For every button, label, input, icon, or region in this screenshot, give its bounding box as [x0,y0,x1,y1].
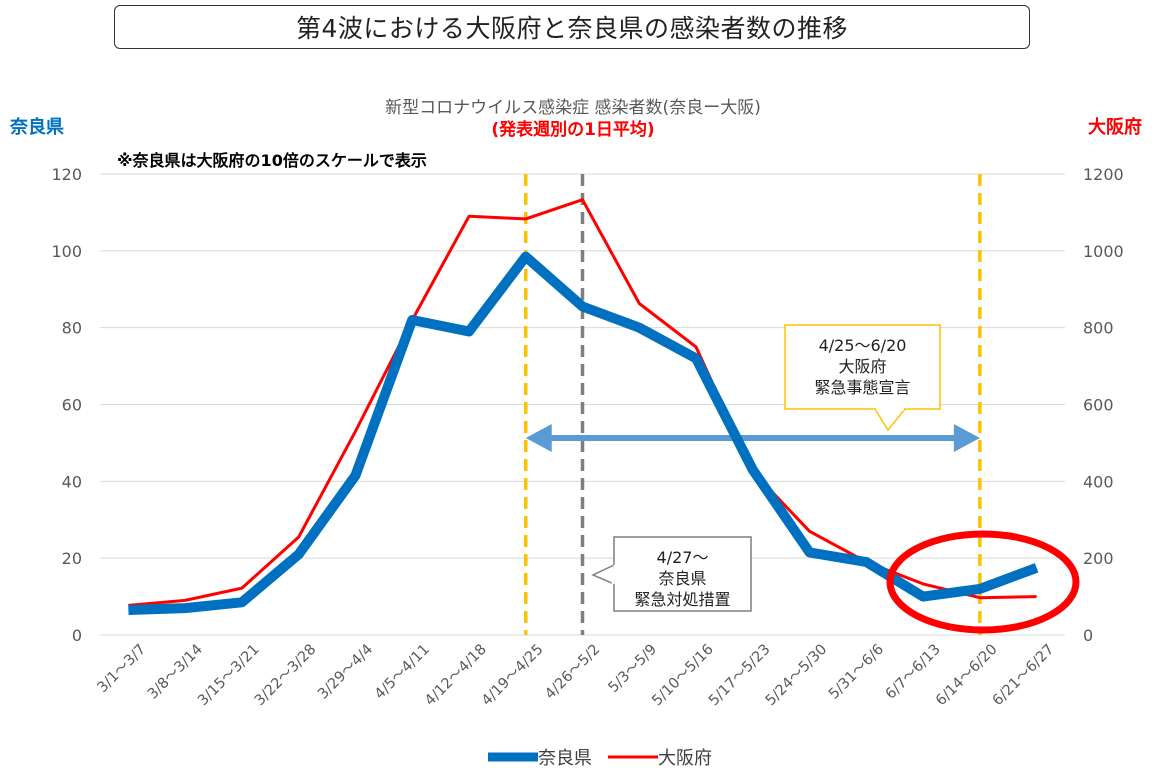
callout-line: 緊急事態宣言 [814,378,910,397]
chart-title: 新型コロナウイルス感染症 感染者数(奈良ー大阪) [385,98,761,118]
x-tick-label: 6/21〜6/27 [990,642,1058,710]
right-tick-label: 1000 [1083,242,1124,261]
left-tick-label: 120 [51,165,82,184]
callout-box [784,324,941,410]
callout-line: 4/25〜6/20 [819,336,907,355]
range-arrow-group [525,424,980,452]
page-title: 第4波における大阪府と奈良県の感染者数の推移 [114,5,1030,49]
x-tick-label: 3/1〜3/7 [95,642,150,697]
callout-seam [611,564,617,585]
x-tick-label: 5/31〜6/6 [826,642,887,703]
callout-line: 大阪府 [838,357,886,376]
series-line [128,251,1039,615]
x-tick-label: 4/26〜5/2 [542,642,603,703]
callout-pointer [873,408,907,432]
left-tick-label: 60 [62,396,82,415]
x-tick-label: 4/19〜4/25 [479,642,547,710]
right-tick-label: 400 [1083,472,1114,491]
highlight-group [886,530,1080,634]
series-lines [128,198,1039,615]
left-tick-label: 0 [72,626,82,645]
x-tick-label: 4/5〜4/11 [372,642,433,703]
right-tick-label: 0 [1083,626,1093,645]
range-arrow-head-right [953,424,980,452]
left-tick-label: 40 [62,472,82,491]
callout-pointer [591,563,615,586]
scale-note: ※奈良県は大阪府の10倍のスケールで表示 [117,151,427,170]
callout-line: 緊急対処措置 [634,590,730,609]
x-tick-label: 3/29〜4/4 [315,642,376,703]
left-tick-label: 20 [62,549,82,568]
right-tick-label: 600 [1083,396,1114,415]
legend-label: 大阪府 [658,748,712,769]
vertical-markers [523,174,982,635]
right-tick-label: 800 [1083,319,1114,338]
x-tick-label: 5/24〜5/30 [763,642,831,710]
x-tick-label: 3/8〜3/14 [145,642,206,703]
legend: 奈良県 大阪府 [488,748,712,769]
legend-label: 奈良県 [538,748,592,769]
right-tick-label: 1200 [1083,165,1124,184]
callout-line: 奈良県 [658,569,706,588]
callout-line: 4/27〜 [657,548,709,567]
left-tick-label: 80 [62,319,82,338]
range-arrow-head-left [525,424,552,452]
x-tick-label: 3/22〜3/28 [252,642,320,710]
left-tick-label: 100 [51,242,82,261]
left-axis-label: 奈良県 [9,116,64,138]
chart-subtitle: (発表週別の1日平均) [491,119,654,140]
right-tick-label: 200 [1083,549,1114,568]
x-tick-label: 5/3〜5/9 [606,642,661,697]
highlight-ellipse [886,530,1080,634]
x-tick-label: 6/7〜6/13 [883,642,944,703]
right-axis-label: 大阪府 [1088,116,1142,138]
